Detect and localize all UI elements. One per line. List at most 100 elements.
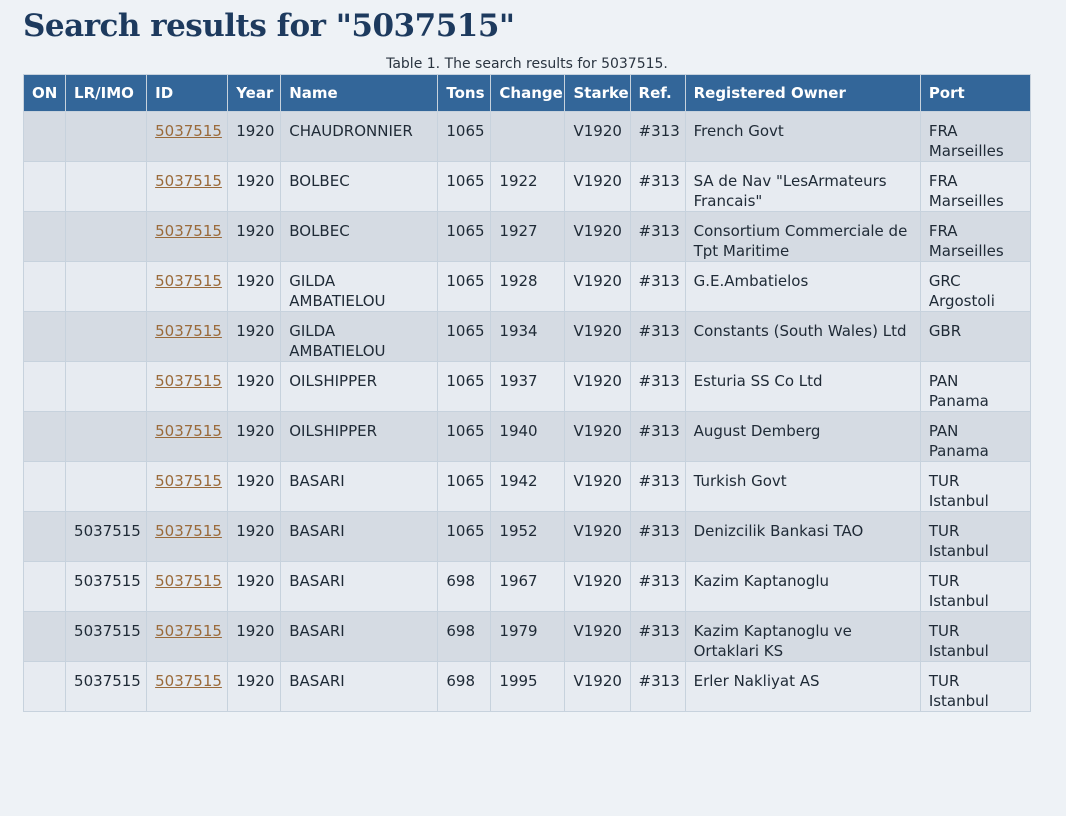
port-city: Marseilles [928,192,1004,210]
cell-port: FRA Marseilles [919,211,1032,262]
ship-id-link[interactable]: 5037515 [155,322,222,340]
port-city: Istanbul [928,642,989,660]
cell-ref: #313 [629,511,686,562]
ship-id-link[interactable]: 5037515 [155,272,222,290]
cell-port: TUR Istanbul [919,661,1032,712]
table-row: 5037515 1920 OILSHIPPER 1065 1937 V1920 #313 Es… [22,361,1032,412]
ship-id-link[interactable]: 5037515 [155,122,222,140]
port-country: PAN [928,372,959,390]
port-country: FRA [928,172,958,190]
cell-tons: 1065 [437,411,492,462]
port-city: Marseilles [928,242,1004,260]
cell-name: BASARI [280,561,439,612]
cell-change: 1927 [490,211,566,262]
col-header-ref: Ref. [629,74,686,112]
cell-change: 1967 [490,561,566,612]
port-country: TUR [928,622,960,640]
ship-id-link[interactable]: 5037515 [155,422,222,440]
cell-on [22,361,67,412]
cell-tons: 1065 [437,111,492,162]
cell-change: 1942 [490,461,566,512]
cell-year: 1920 [227,261,282,312]
cell-lrimo [65,311,148,362]
ship-id-link[interactable]: 5037515 [155,472,222,490]
ship-id-link[interactable]: 5037515 [155,672,222,690]
col-header-lrimo: LR/IMO [65,74,148,112]
table-row: 5037515 5037515 1920 BASARI 698 1967 V1920 #313… [22,561,1032,612]
port-country: FRA [928,122,958,140]
cell-port: FRA Marseilles [919,161,1032,212]
cell-name: BASARI [280,461,439,512]
cell-name: BASARI [280,661,439,712]
cell-owner: Constants (South Wales) Ltd [684,311,921,362]
cell-tons: 698 [437,611,492,662]
cell-id: 5037515 [146,611,229,662]
cell-on [22,311,67,362]
ship-id-link[interactable]: 5037515 [155,222,222,240]
cell-on [22,511,67,562]
cell-year: 1920 [227,661,282,712]
cell-ref: #313 [629,411,686,462]
ship-id-link[interactable]: 5037515 [155,172,222,190]
cell-port: PAN Panama [919,411,1032,462]
col-header-year: Year [227,74,282,112]
cell-name: BOLBEC [280,211,439,262]
cell-port: GBR [919,311,1032,362]
cell-change: 1928 [490,261,566,312]
cell-starke: V1920 [564,511,631,562]
cell-owner: Esturia SS Co Ltd [684,361,921,412]
cell-lrimo [65,111,148,162]
ship-id-link[interactable]: 5037515 [155,372,222,390]
cell-id: 5037515 [146,511,229,562]
cell-lrimo [65,361,148,412]
cell-lrimo [65,161,148,212]
cell-ref: #313 [629,111,686,162]
cell-id: 5037515 [146,561,229,612]
cell-change: 1937 [490,361,566,412]
cell-port: TUR Istanbul [919,461,1032,512]
cell-change: 1995 [490,661,566,712]
cell-starke: V1920 [564,311,631,362]
cell-owner: Kazim Kaptanoglu [684,561,921,612]
cell-name: CHAUDRONNIER [280,111,439,162]
col-header-name: Name [280,74,439,112]
cell-year: 1920 [227,511,282,562]
cell-on [22,461,67,512]
ship-id-link[interactable]: 5037515 [155,622,222,640]
cell-tons: 698 [437,661,492,712]
cell-change [490,111,566,162]
cell-change: 1952 [490,511,566,562]
cell-starke: V1920 [564,411,631,462]
cell-lrimo [65,411,148,462]
cell-on [22,161,67,212]
cell-on [22,261,67,312]
col-header-owner: Registered Owner [684,74,921,112]
cell-change: 1934 [490,311,566,362]
cell-change: 1940 [490,411,566,462]
ship-id-link[interactable]: 5037515 [155,522,222,540]
table-body: 5037515 1920 CHAUDRONNIER 1065 V1920 #313 Fren… [22,111,1032,712]
cell-year: 1920 [227,361,282,412]
cell-tons: 1065 [437,311,492,362]
port-country: GRC [928,272,961,290]
cell-tons: 1065 [437,461,492,512]
port-city: Argostoli [928,292,995,310]
cell-year: 1920 [227,611,282,662]
cell-year: 1920 [227,111,282,162]
cell-id: 5037515 [146,661,229,712]
cell-tons: 1065 [437,261,492,312]
cell-id: 5037515 [146,411,229,462]
cell-lrimo [65,211,148,262]
page-container: Search results for "5037515" Table 1. Th… [22,0,1032,712]
cell-owner: Kazim Kaptanoglu ve Ortaklari KS [684,611,921,662]
cell-starke: V1920 [564,111,631,162]
cell-ref: #313 [629,211,686,262]
ship-id-link[interactable]: 5037515 [155,572,222,590]
port-country: TUR [928,522,960,540]
cell-id: 5037515 [146,361,229,412]
cell-starke: V1920 [564,361,631,412]
cell-ref: #313 [629,561,686,612]
cell-id: 5037515 [146,111,229,162]
cell-lrimo: 5037515 [65,611,148,662]
port-country: TUR [928,472,960,490]
